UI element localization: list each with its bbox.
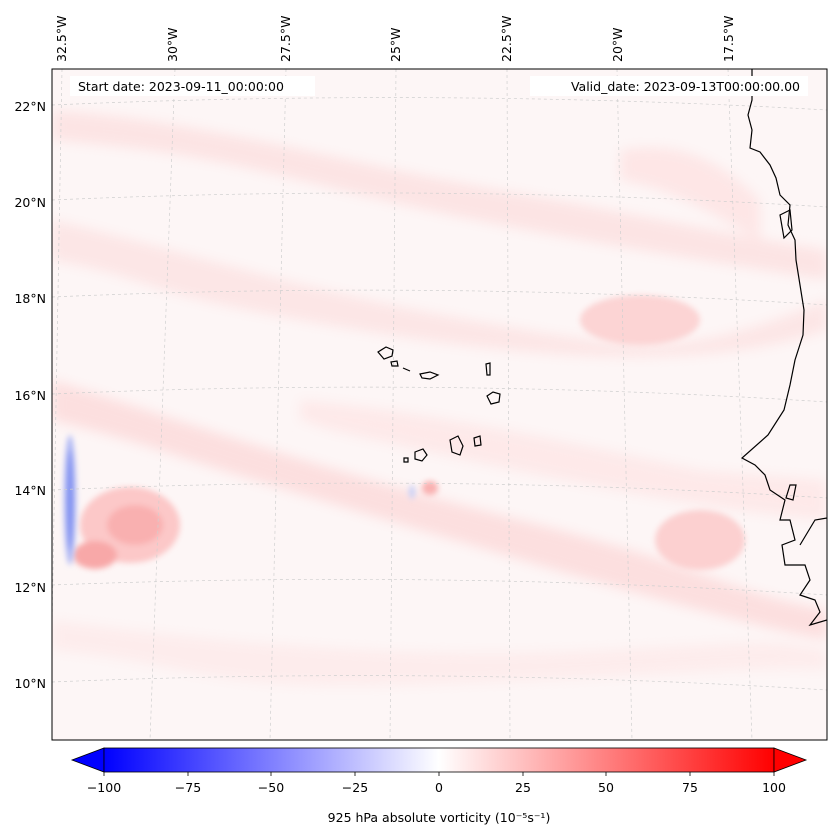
lon-label: 20°W (610, 27, 625, 62)
vorticity-bands (52, 110, 827, 686)
lat-label: 16°N (14, 388, 46, 403)
latitude-labels: 22°N 20°N 18°N 16°N 14°N 12°N 10°N (14, 99, 46, 691)
negative-vorticity-strip (64, 435, 415, 565)
colorbar-tick: −25 (342, 780, 368, 795)
vorticity-maxima (73, 295, 745, 570)
lon-label: 32.5°W (54, 16, 69, 62)
colorbar-tick: −75 (175, 780, 201, 795)
valid-date-label: Valid_date: 2023-09-13T00:00:00.00 (571, 79, 800, 94)
colorbar: −100 −75 −50 −25 0 25 50 75 100 925 hPa … (70, 747, 808, 825)
map-panel (52, 69, 827, 740)
lon-label: 22.5°W (499, 16, 514, 62)
colorbar-tick: 25 (515, 780, 531, 795)
lon-label: 30°W (165, 27, 180, 62)
colorbar-max-extension (773, 747, 808, 773)
colorbar-label: 925 hPa absolute vorticity (10⁻⁵s⁻¹) (328, 810, 551, 825)
longitude-labels: 32.5°W 30°W 27.5°W 25°W 22.5°W 20°W 17.5… (54, 16, 736, 62)
lat-label: 22°N (14, 99, 46, 114)
colorbar-min-extension (70, 747, 105, 773)
colorbar-tick: 100 (762, 780, 786, 795)
map-frame (51, 68, 828, 741)
colorbar-tick: −50 (258, 780, 284, 795)
gridlines (52, 69, 827, 740)
colorbar-tick: 75 (682, 780, 698, 795)
coastline (740, 69, 827, 627)
west-africa-coast (740, 69, 827, 627)
lat-label: 20°N (14, 195, 46, 210)
lat-label: 14°N (14, 483, 46, 498)
colorbar-tick: −100 (87, 780, 121, 795)
lat-label: 18°N (14, 291, 46, 306)
colorbar-tick: 50 (598, 780, 614, 795)
lat-label: 10°N (14, 676, 46, 691)
lon-label: 27.5°W (278, 16, 293, 62)
lon-label: 25°W (388, 27, 403, 62)
cape-verde-islands (377, 346, 501, 463)
lat-label: 12°N (14, 580, 46, 595)
start-date-label: Start date: 2023-09-11_00:00:00 (78, 79, 284, 94)
colorbar-tick: 0 (435, 780, 443, 795)
lon-label: 17.5°W (721, 16, 736, 62)
colorbar-gradient (103, 747, 775, 773)
